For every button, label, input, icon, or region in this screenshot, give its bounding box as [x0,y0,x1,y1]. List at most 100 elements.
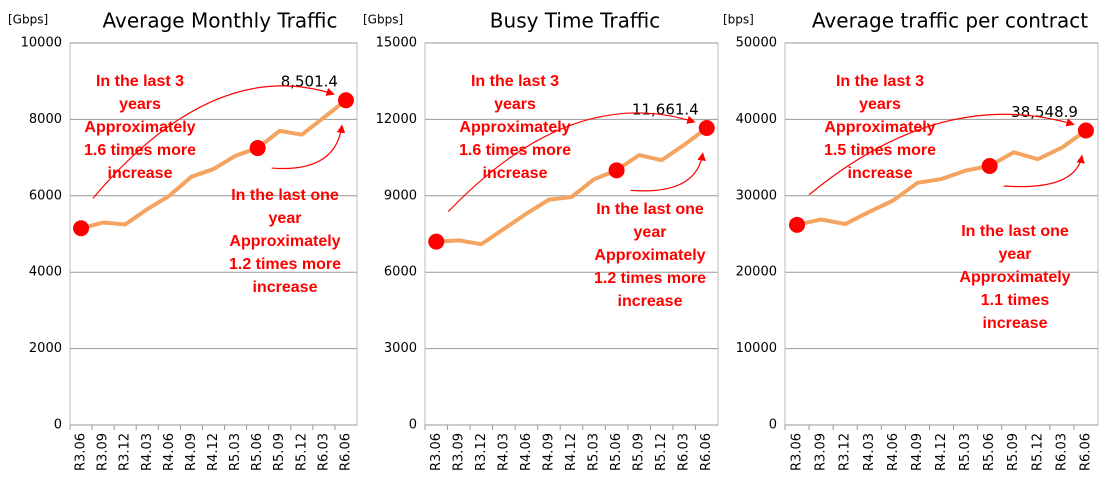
x-tick-label: R5.03 [228,433,243,471]
annotation: Approximately [824,119,935,136]
x-tick-label: R4.06 [519,433,534,471]
highlight-marker [249,140,266,157]
x-tick-label: R3.12 [474,433,489,471]
highlight-marker [981,158,998,175]
x-tick-label: R6.03 [316,433,331,471]
x-tick-label: R4.12 [934,433,949,471]
y-axis-label: [Gbps] [8,13,48,27]
x-tick-label: R4.09 [541,433,556,471]
chart-title: Busy Time Traffic [490,9,660,33]
value-label: 11,661.4 [632,101,699,119]
highlight-marker [1077,122,1094,139]
x-tick-label: R6.06 [699,433,714,471]
x-tick-label: R4.03 [862,433,877,471]
annotation: year [269,210,302,227]
annotation: increase [253,279,318,296]
x-tick-label: R5.12 [1030,433,1045,471]
chart-title: Average Monthly Traffic [102,9,337,33]
x-tick-label: R3.09 [96,433,111,471]
x-tick-label: R6.06 [338,433,353,471]
annotation: years [859,96,901,113]
line [436,126,708,247]
arrow [447,112,696,213]
y-tick-label: 2000 [29,341,62,356]
line [796,128,1088,227]
value-label: 38,548.9 [1011,103,1078,121]
x-tick-label: R5.09 [272,433,287,471]
chart-title: Average traffic per contract [812,9,1088,33]
y-tick-label: 15000 [376,36,417,51]
y-tick-label: 0 [409,418,417,433]
line [80,98,348,231]
y-tick-label: 0 [54,418,62,433]
x-tick-label: R3.09 [814,433,829,471]
x-tick-label: R3.06 [429,433,444,471]
annotation: increase [848,165,913,182]
y-tick-label: 12000 [376,112,417,127]
y-tick-label: 0 [769,418,777,433]
annotation: year [634,224,667,241]
annotation: In the last 3 [836,73,924,90]
arrow [630,152,706,192]
annotation: In the last 3 [96,73,184,90]
x-tick-label: R5.03 [587,433,602,471]
x-tick-label: R6.06 [1078,433,1093,471]
y-tick-label: 4000 [29,265,62,280]
x-tick-label: R5.09 [1006,433,1021,471]
x-tick-label: R4.06 [886,433,901,471]
arrow [92,85,335,199]
annotation: 1.2 times more [594,270,706,287]
annotation: 1.1 times [981,292,1050,309]
annotation: 1.2 times more [229,256,341,273]
highlight-marker [337,92,354,109]
x-tick-label: R5.09 [632,433,647,471]
annotation: years [119,96,161,113]
annotation: In the last 3 [471,73,559,90]
highlight-marker [73,220,90,237]
annotation: years [494,96,536,113]
x-tick-label: R4.06 [162,433,177,471]
annotation: increase [618,293,683,310]
highlight-marker [698,120,715,137]
x-tick-label: R5.03 [958,433,973,471]
y-tick-label: 40000 [736,112,777,127]
y-tick-label: 6000 [29,188,62,203]
x-tick-label: R4.09 [184,433,199,471]
arrow [271,124,346,170]
annotation: Approximately [84,119,195,136]
annotation: year [999,246,1032,263]
highlight-marker [789,216,806,233]
annotation: Approximately [229,233,340,250]
x-tick-label: R4.03 [496,433,511,471]
y-axis-label: [Gbps] [363,13,403,27]
x-tick-label: R3.06 [74,433,89,471]
x-tick-label: R3.12 [118,433,133,471]
annotation: Approximately [959,269,1070,286]
annotation: 1.5 times more [824,142,936,159]
x-tick-label: R5.06 [250,433,265,471]
x-tick-label: R4.12 [564,433,579,471]
annotation: increase [983,315,1048,332]
annotation: In the last one [596,201,704,218]
annotation: Approximately [459,119,570,136]
x-tick-label: R6.03 [1054,433,1069,471]
annotation: 1.6 times more [84,142,196,159]
annotation: 1.6 times more [459,142,571,159]
x-tick-label: R5.12 [654,433,669,471]
x-tick-label: R5.06 [609,433,624,471]
x-tick-label: R3.09 [451,433,466,471]
annotation: In the last one [231,187,339,204]
y-tick-label: 9000 [384,188,417,203]
x-tick-label: R5.06 [982,433,997,471]
y-tick-label: 3000 [384,341,417,356]
x-tick-label: R4.03 [140,433,155,471]
y-tick-label: 6000 [384,265,417,280]
x-tick-label: R3.06 [790,433,805,471]
y-tick-label: 20000 [736,265,777,280]
annotation: In the last one [961,223,1069,240]
highlight-marker [428,233,445,250]
x-tick-label: R5.12 [294,433,309,471]
y-tick-label: 30000 [736,188,777,203]
annotation: Approximately [594,247,705,264]
